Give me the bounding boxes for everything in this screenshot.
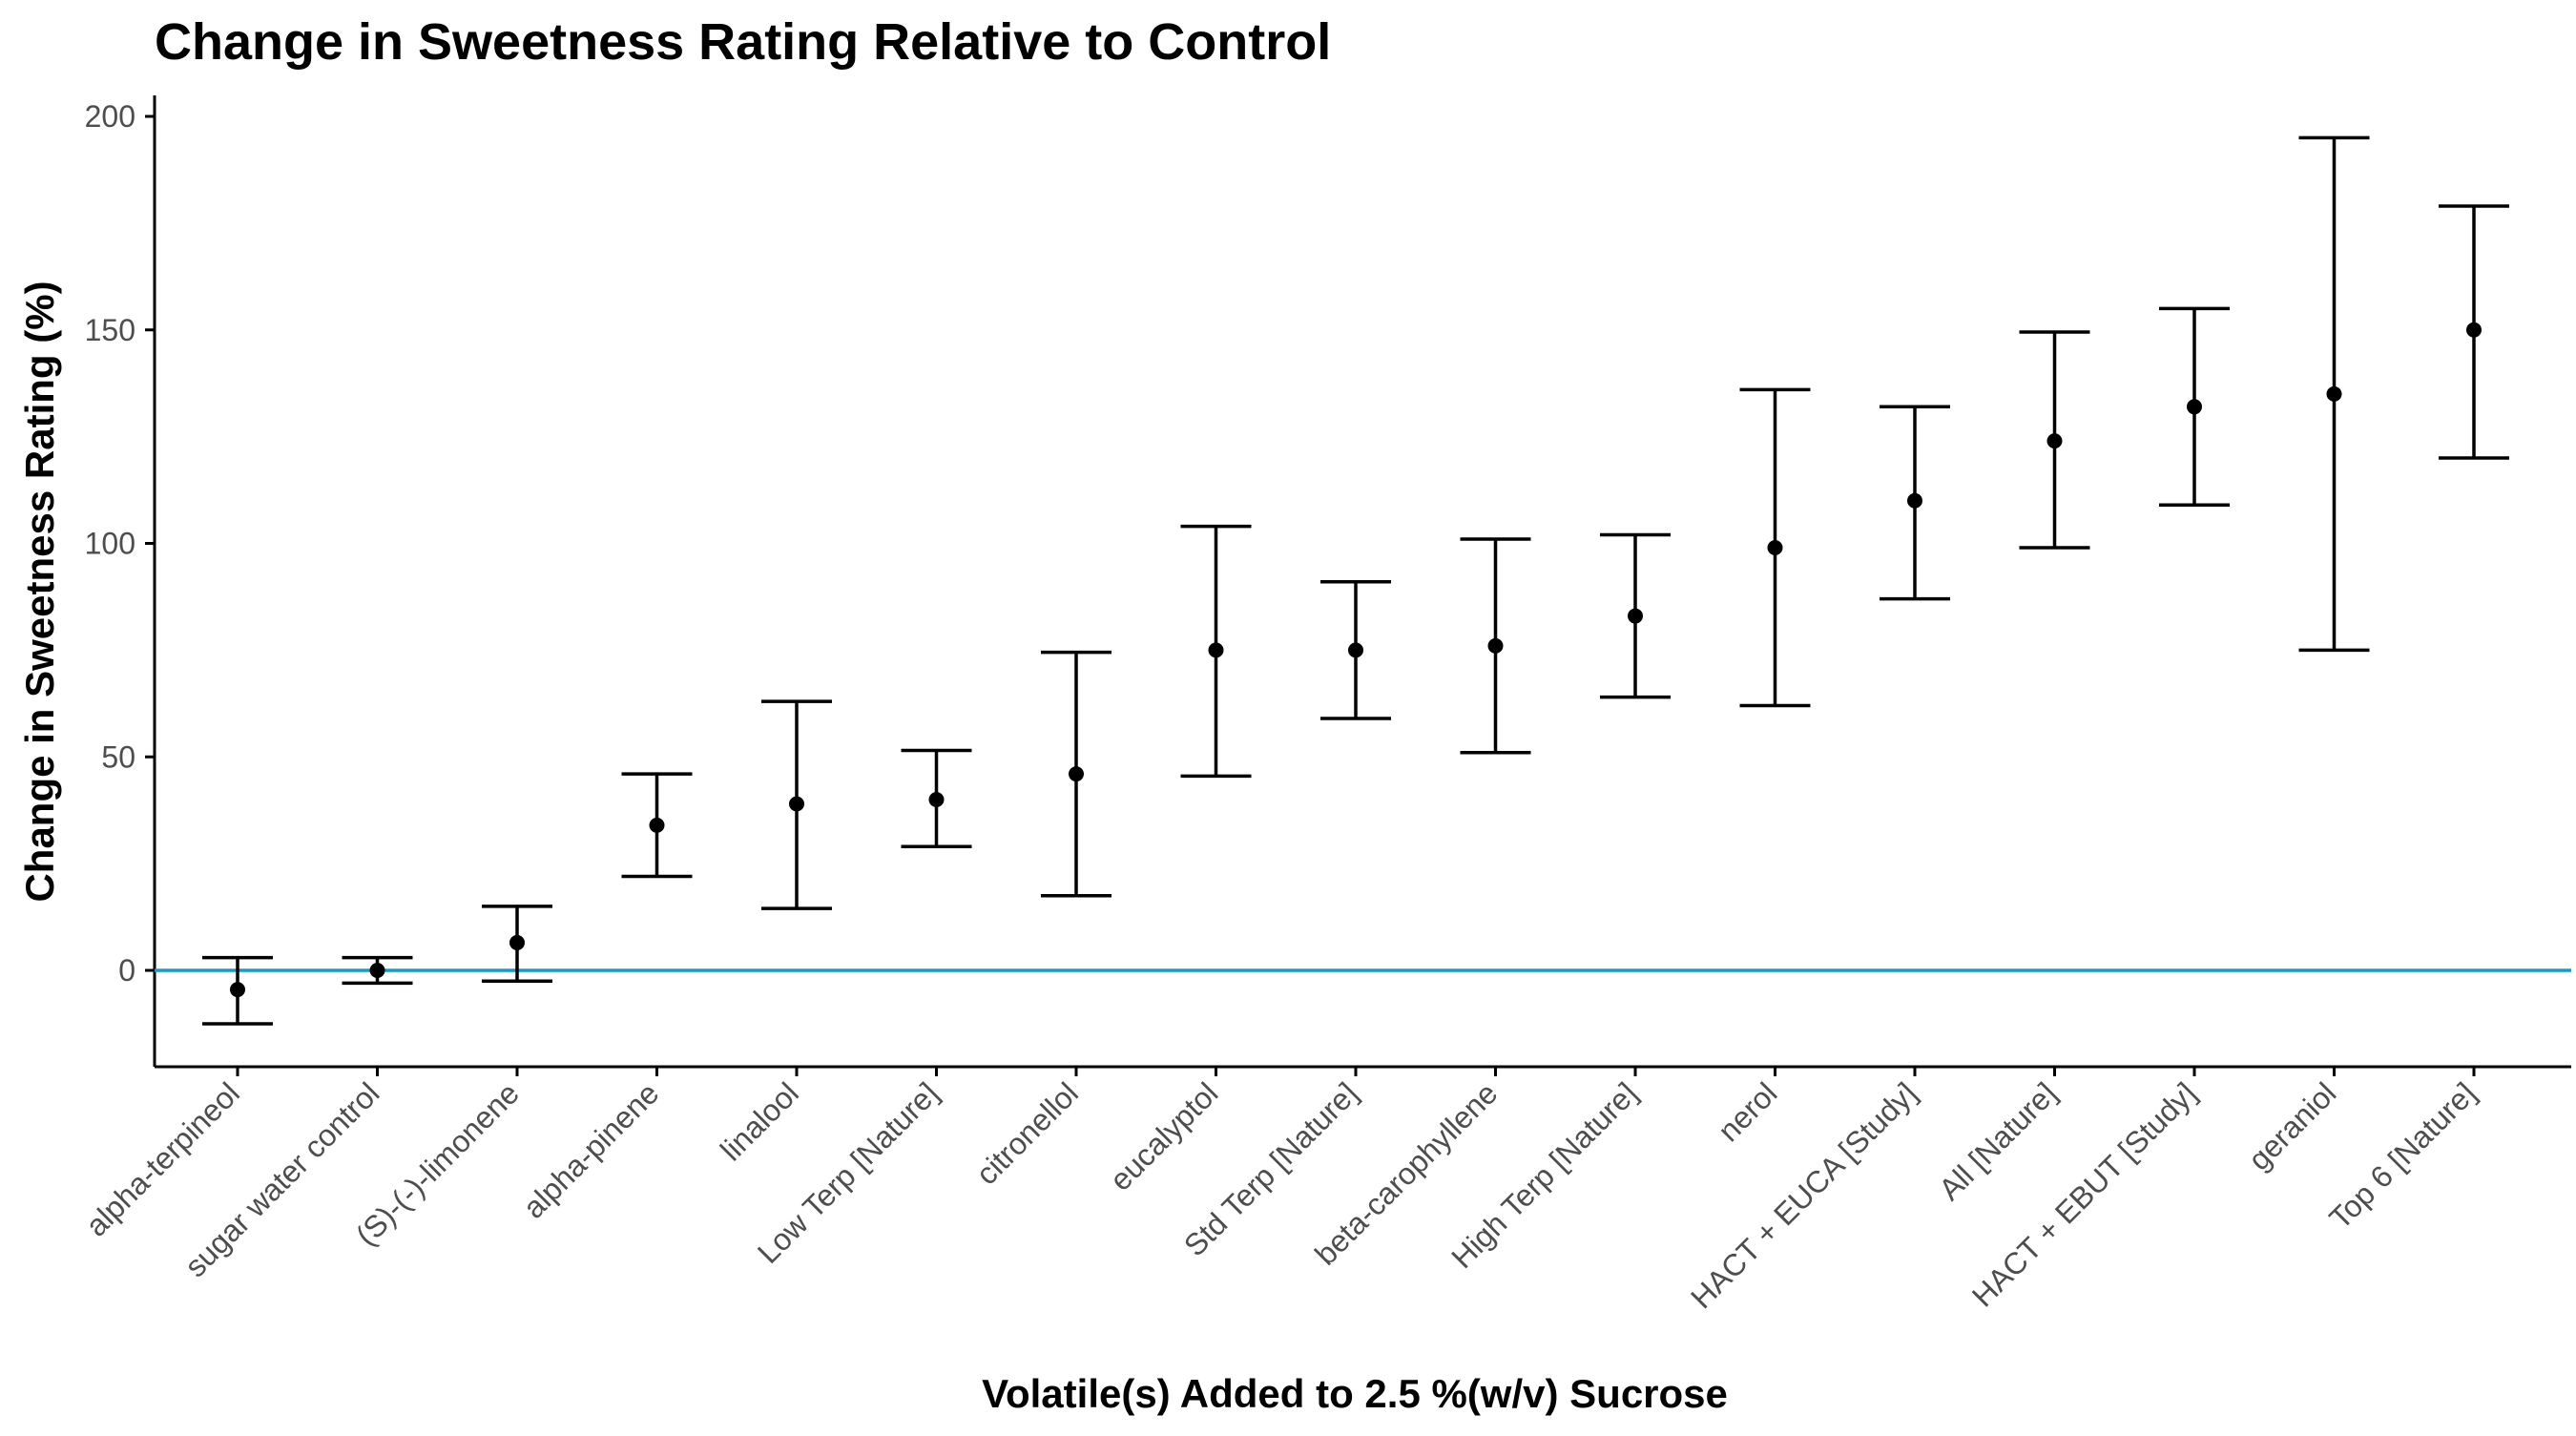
error-bar-group [1320,580,1391,720]
x-tick-label: alpha-pinene [516,1075,665,1224]
data-point [2326,385,2342,402]
data-point [509,934,525,950]
data-point [1348,642,1363,658]
error-bar-group [1600,532,1671,699]
error-bar-group [342,955,413,986]
error-bar-group [2298,135,2370,653]
data-point [789,796,804,812]
y-tick-label: 100 [85,527,135,561]
error-bar-group [2159,306,2230,507]
x-tick-label: All [Nature] [1932,1075,2063,1206]
x-tick-label: nerol [1712,1075,1784,1148]
error-bar-group [1041,650,1111,898]
data-point [1907,492,1922,509]
x-tick-label: geraniol [2241,1075,2342,1176]
data-point [2187,399,2202,415]
y-tick-label: 200 [85,99,135,134]
chart-title: Change in Sweetness Rating Relative to C… [155,13,1331,71]
x-tick-label: HACT + EBUT [Study] [1965,1075,2203,1313]
error-bar-group [202,955,273,1026]
x-tick-label: Top 6 [Nature] [2322,1075,2483,1236]
error-bar-group [761,699,832,910]
error-bar-group [482,905,552,983]
data-point [1767,539,1783,555]
data-point [2466,322,2482,338]
data-point [649,817,665,833]
error-bar-group [901,748,972,848]
data-point [1628,608,1643,624]
error-bar-group [1180,524,1252,779]
marks-layer [155,135,2571,1026]
error-bar-group [1739,387,1811,708]
data-point [2046,433,2063,449]
x-tick-label: citronellol [969,1075,1085,1191]
x-tick-label: eucalyptol [1103,1075,1224,1197]
y-axis-title: Change in Sweetness Rating (%) [17,281,62,902]
data-point [1487,637,1504,654]
error-bar-group [2439,204,2509,460]
y-tick-label: 50 [101,739,135,774]
y-tick-label: 0 [118,953,135,988]
data-point [928,792,945,807]
x-tick-label: HACT + EUCA [Study] [1684,1075,1923,1315]
data-point [1208,642,1224,658]
data-point [230,982,245,998]
data-point [1069,766,1084,782]
y-tick-label: 150 [85,313,135,347]
error-bar-group [1460,537,1531,755]
data-point [369,963,385,978]
error-bar-group [1880,405,1950,601]
error-bar-group [621,772,693,879]
error-bar-group [2019,330,2090,550]
x-axis-title: Volatile(s) Added to 2.5 %(w/v) Sucrose [982,1371,1728,1416]
x-tick-label: linalool [714,1075,805,1167]
